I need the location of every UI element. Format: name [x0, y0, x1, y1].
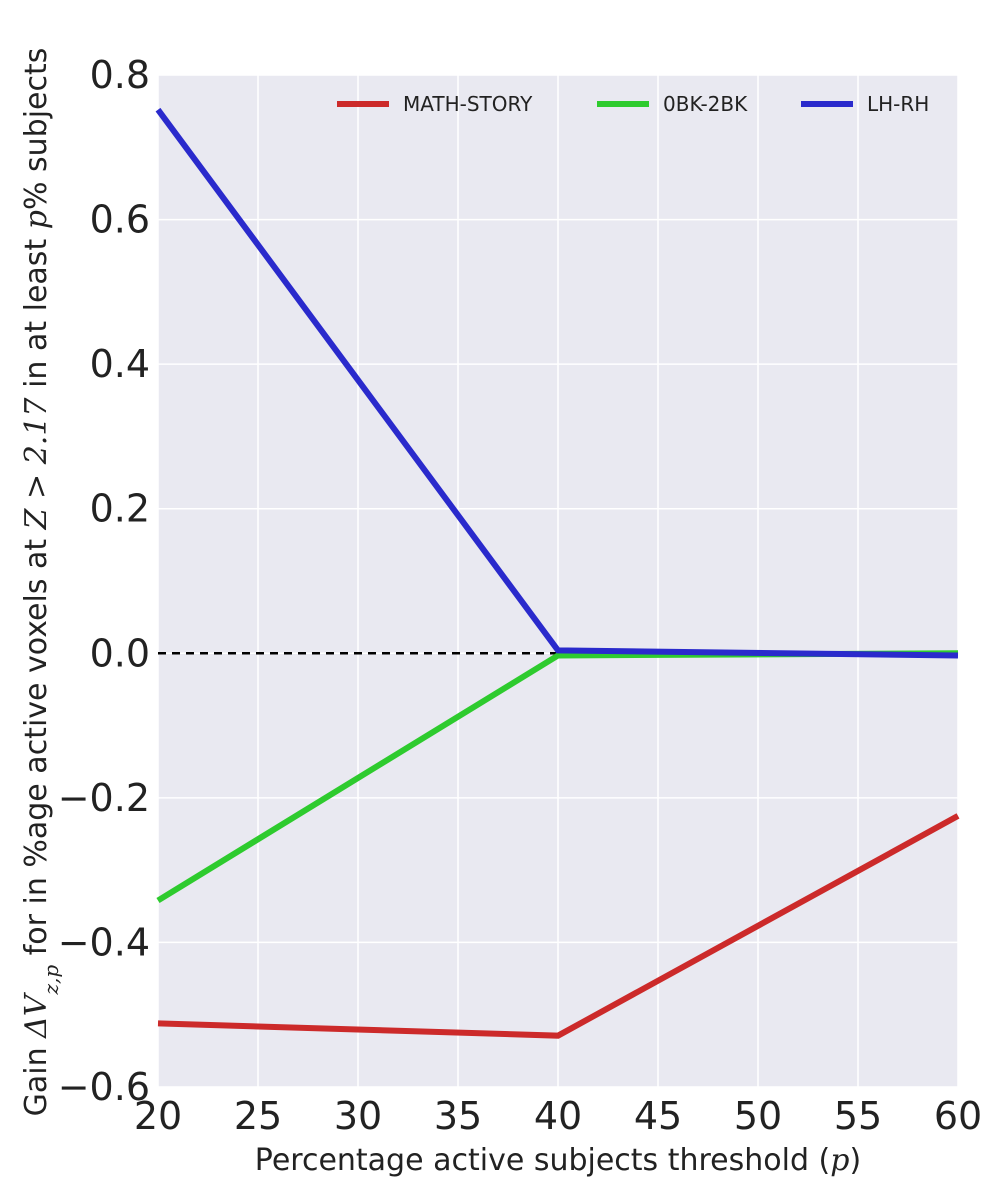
legend-label-0bk-2bk: 0BK-2BK	[663, 92, 748, 116]
series-line-math-story	[157, 813, 960, 1039]
series-line-lh-rh	[155, 107, 959, 659]
x-axis-label: Percentage active subjects threshold (p)	[255, 1143, 861, 1178]
x-tick-label: 25	[234, 1094, 282, 1138]
y-tick-label: 0.8	[90, 53, 150, 97]
legend: MATH-STORY 0BK-2BK LH-RH	[337, 92, 929, 116]
y-tick-label: 0.6	[90, 198, 150, 242]
y-tick-label: −0.6	[58, 1065, 150, 1109]
y-tick-label: 0.0	[90, 631, 150, 675]
x-tick-label: 20	[134, 1094, 182, 1138]
x-tick-labels: 20 25 30 35 40 45 50 55 60	[134, 1094, 982, 1138]
y-axis-label: Gain ΔVz,p for in %age active voxels at …	[19, 48, 63, 1117]
y-tick-labels: −0.6 −0.4 −0.2 0.0 0.2 0.4 0.6 0.8	[58, 53, 150, 1109]
legend-label-math-story: MATH-STORY	[403, 92, 533, 116]
grid	[157, 74, 959, 1088]
x-tick-label: 55	[834, 1094, 882, 1138]
legend-label-lh-rh: LH-RH	[867, 92, 929, 116]
y-tick-label: 0.2	[90, 487, 150, 531]
y-tick-label: −0.2	[58, 776, 150, 820]
x-tick-label: 40	[534, 1094, 582, 1138]
x-tick-label: 50	[734, 1094, 782, 1138]
y-tick-label: −0.4	[58, 920, 150, 964]
y-tick-label: 0.4	[90, 342, 150, 386]
x-tick-label: 30	[334, 1094, 382, 1138]
series-layer	[155, 107, 960, 1039]
x-tick-label: 45	[634, 1094, 682, 1138]
x-tick-label: 60	[934, 1094, 982, 1138]
x-tick-label: 35	[434, 1094, 482, 1138]
